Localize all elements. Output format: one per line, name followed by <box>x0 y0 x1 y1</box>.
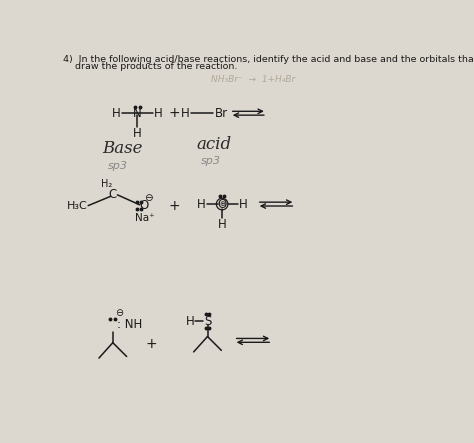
Text: ⊕: ⊕ <box>219 201 225 207</box>
Text: H: H <box>181 107 190 120</box>
Text: +: + <box>169 198 180 213</box>
Text: draw the products of the reaction.: draw the products of the reaction. <box>63 62 237 71</box>
Text: H: H <box>239 198 248 210</box>
Text: H: H <box>112 107 121 120</box>
Text: H: H <box>154 107 163 120</box>
Text: 4)  In the following acid/base reactions, identify the acid and base and the orb: 4) In the following acid/base reactions,… <box>63 54 474 64</box>
Text: : NH: : NH <box>118 319 143 331</box>
Text: +: + <box>146 337 157 351</box>
Text: sp3: sp3 <box>108 160 128 171</box>
Text: N: N <box>133 107 142 120</box>
Text: Base: Base <box>102 140 142 157</box>
Text: Br: Br <box>215 107 228 120</box>
Text: C: C <box>109 188 117 201</box>
Text: ⊖: ⊖ <box>115 308 123 319</box>
Text: +: + <box>169 106 180 120</box>
Text: O: O <box>139 199 148 212</box>
Text: H: H <box>185 315 194 328</box>
Text: H: H <box>133 127 142 140</box>
Text: O: O <box>218 198 227 210</box>
Text: H₃C: H₃C <box>67 201 88 210</box>
Text: H: H <box>197 198 206 210</box>
Text: NH₃Br⁻  →  1+H₄Br: NH₃Br⁻ → 1+H₄Br <box>210 75 295 84</box>
Text: H₂: H₂ <box>101 179 112 189</box>
Text: S: S <box>204 315 211 328</box>
Text: Na⁺: Na⁺ <box>135 213 155 223</box>
Text: H: H <box>218 218 227 231</box>
Text: sp3: sp3 <box>201 156 220 166</box>
Text: ⊖: ⊖ <box>144 193 153 203</box>
Text: acid: acid <box>197 136 232 152</box>
